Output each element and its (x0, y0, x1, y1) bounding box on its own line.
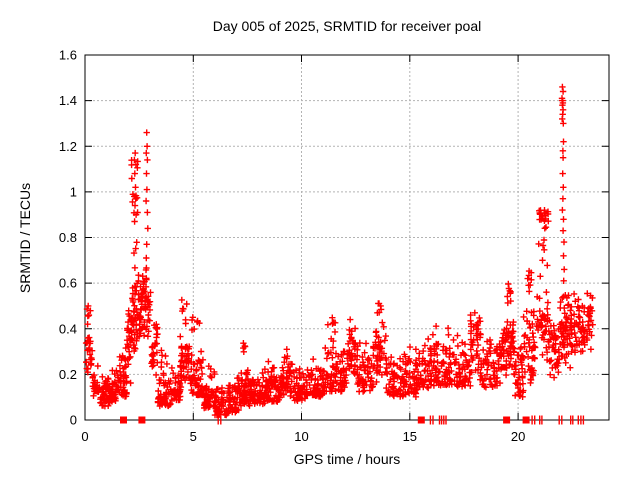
svg-text:0.4: 0.4 (59, 321, 77, 336)
svg-text:0.6: 0.6 (59, 276, 77, 291)
svg-text:5: 5 (190, 429, 197, 444)
x-axis-label: GPS time / hours (293, 451, 401, 467)
svg-text:1: 1 (70, 184, 77, 199)
svg-text:1.6: 1.6 (59, 48, 77, 63)
svg-text:0: 0 (70, 413, 77, 428)
svg-text:1.2: 1.2 (59, 139, 77, 154)
svg-text:0.2: 0.2 (59, 367, 77, 382)
svg-text:10: 10 (294, 429, 308, 444)
svg-text:0.8: 0.8 (59, 230, 77, 245)
svg-text:0: 0 (81, 429, 88, 444)
chart-title: Day 005 of 2025, SRMTID for receiver poa… (212, 18, 482, 34)
svg-text:20: 20 (511, 429, 525, 444)
svg-text:1.4: 1.4 (59, 93, 77, 108)
svg-text:15: 15 (403, 429, 417, 444)
